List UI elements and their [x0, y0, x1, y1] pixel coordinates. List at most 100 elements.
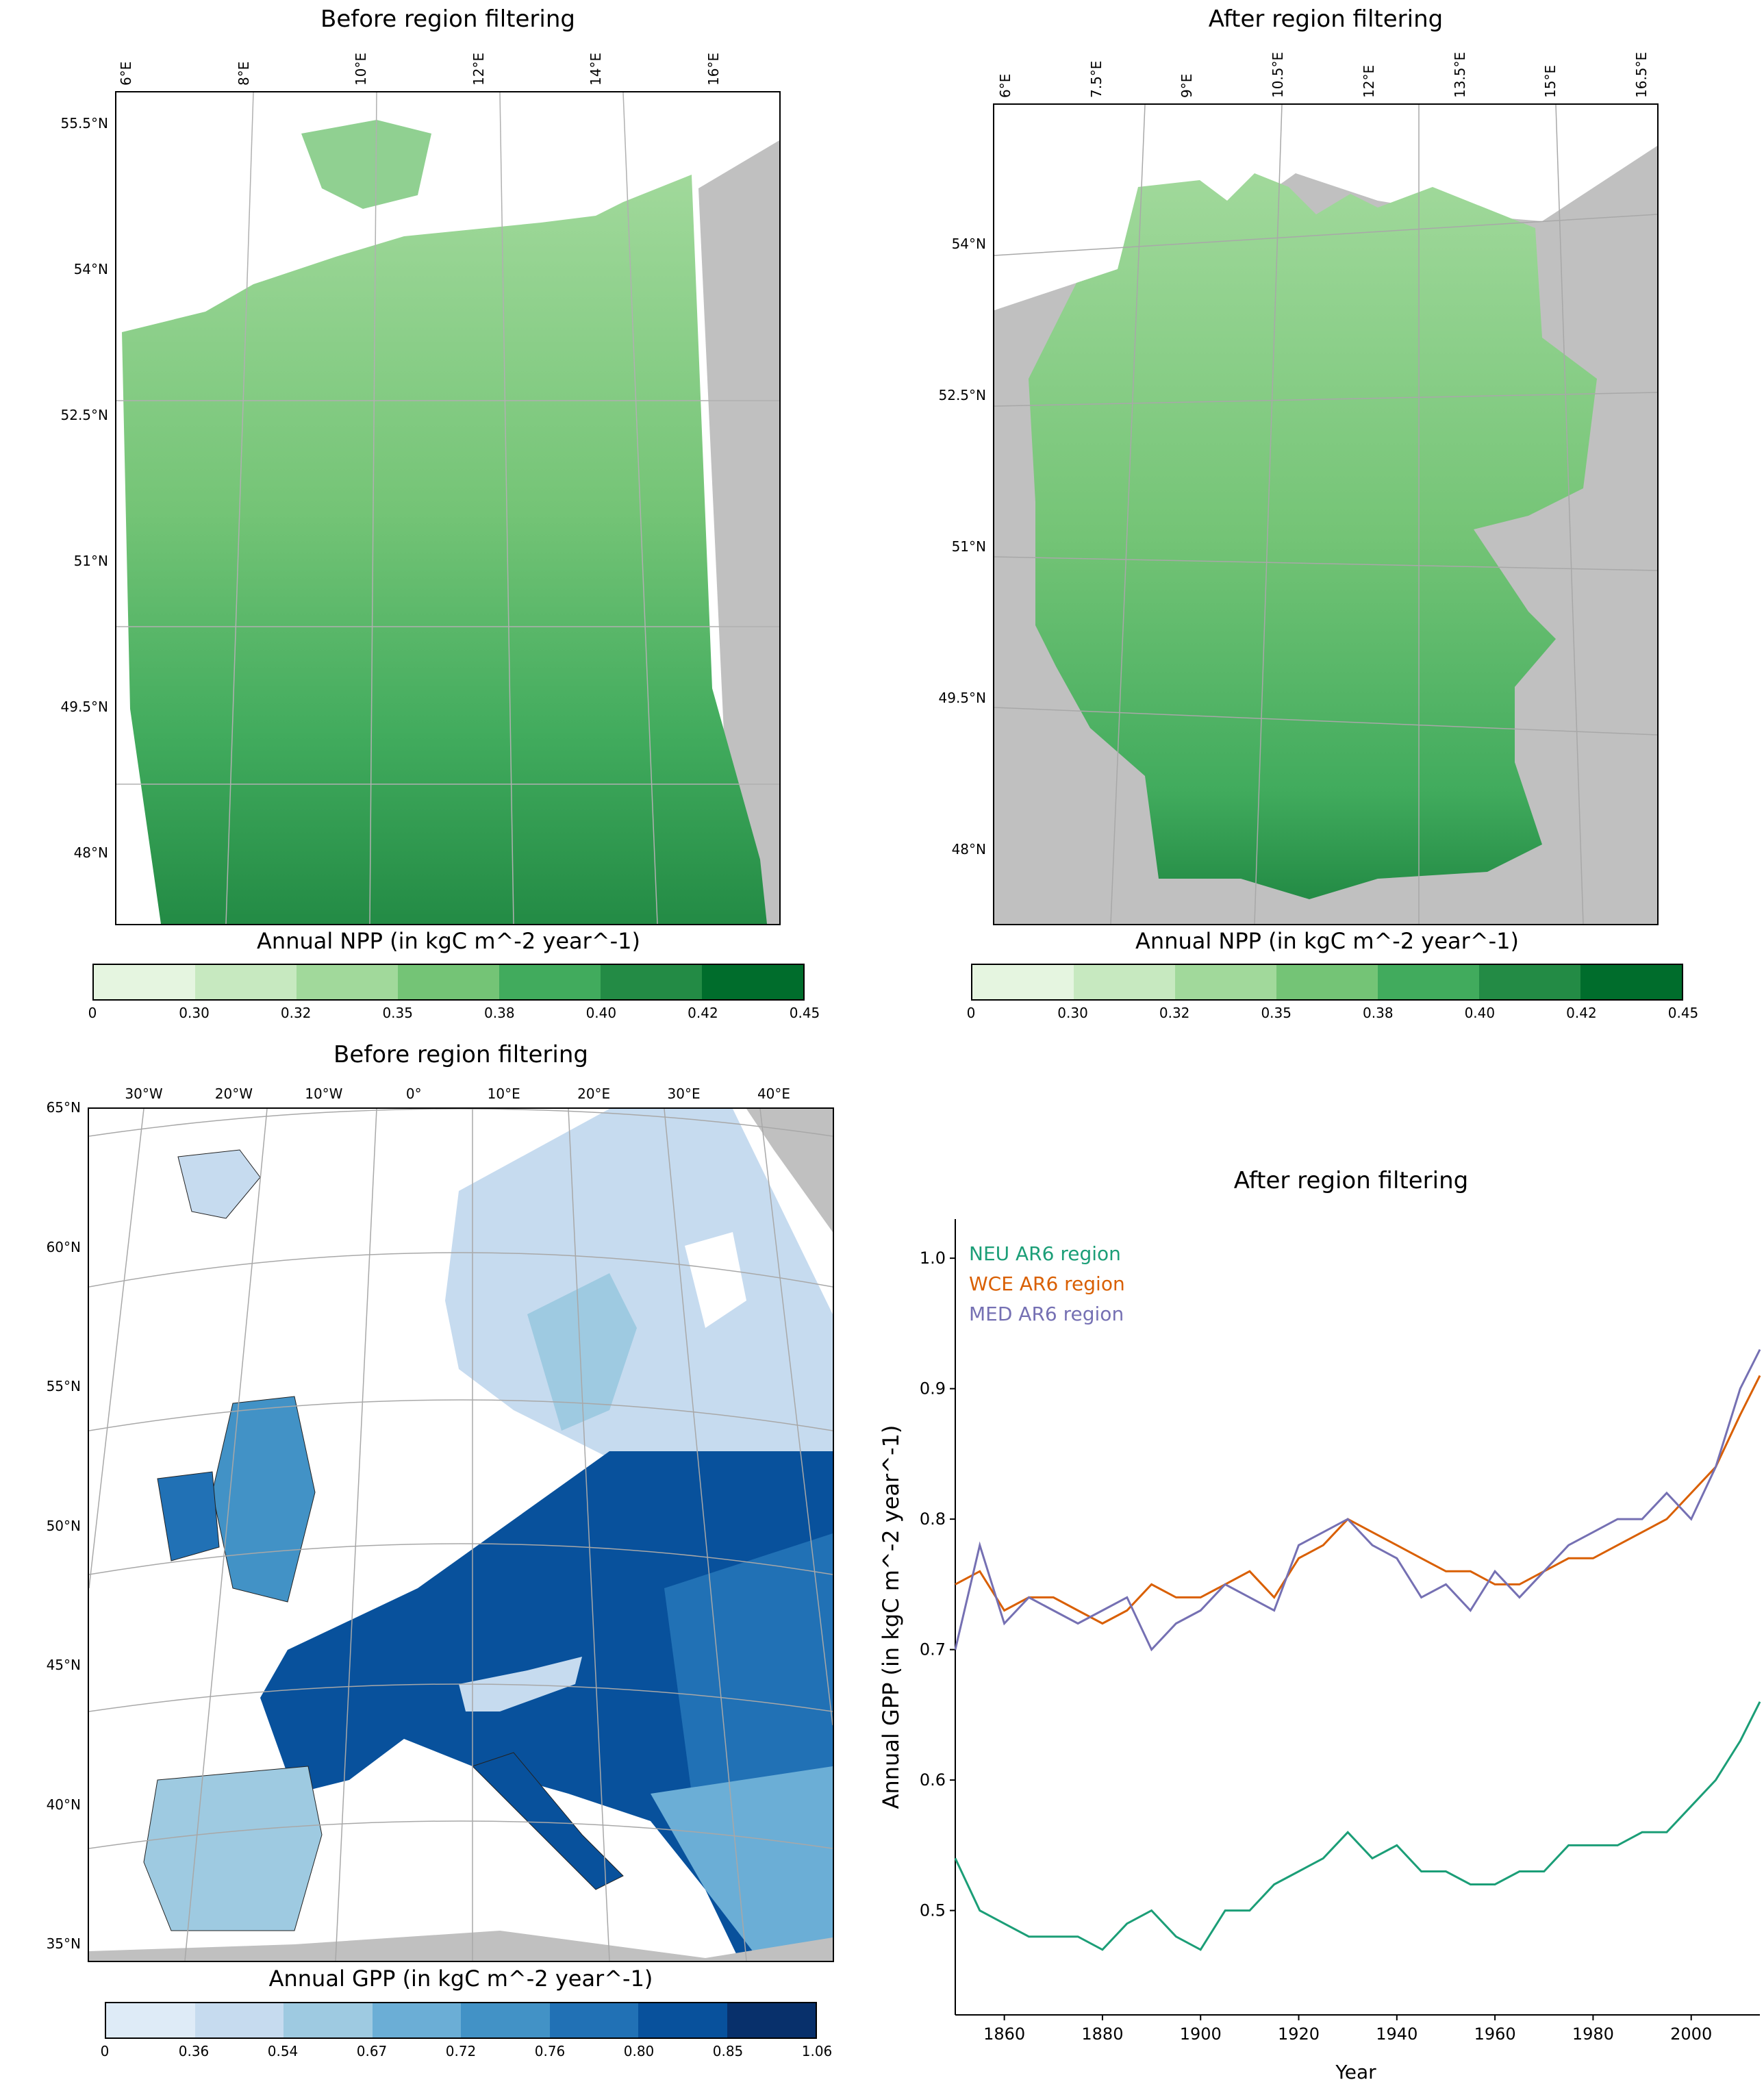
scandinavia-gpp [445, 1109, 833, 1465]
neighbor-land [698, 140, 779, 924]
series-line [954, 1349, 1761, 1652]
colorbar-gpp [105, 2002, 817, 2039]
colorbar-swatch [1580, 965, 1682, 999]
x-tick-label: 1940 [1376, 2024, 1418, 2044]
colorbar-tick-label: 0.30 [1057, 1005, 1088, 1021]
y-tick-label: 0.9 [920, 1379, 946, 1399]
y-tick-label: 0.6 [920, 1770, 946, 1790]
lon-tick-label: 6°E [118, 61, 134, 86]
lat-tick-label: 50°N [46, 1517, 81, 1534]
colorbar-swatch [499, 965, 601, 999]
colorbar-swatch [195, 965, 297, 999]
colorbar-swatch [398, 965, 499, 999]
x-tick-label: 1980 [1572, 2024, 1614, 2044]
chart-xlabel: Year [1335, 2061, 1376, 2082]
colorbar-swatch [702, 965, 803, 999]
lon-tick-label: 30°W [125, 1086, 163, 1102]
colorbar-swatch [727, 2003, 816, 2037]
map-gpp-europe[interactable] [88, 1107, 834, 1962]
colorbar-swatch [1479, 965, 1580, 999]
series-line [955, 1375, 1761, 1625]
colorbar-label-npp-after: Annual NPP (in kgC m^-2 year^-1) [1135, 928, 1519, 954]
x-tick-label: 1920 [1278, 2024, 1320, 2044]
colorbar-tick-label: 0.38 [1363, 1005, 1394, 1021]
colorbar-tick-label: 0.40 [1464, 1005, 1496, 1021]
lat-tick-label: 49.5°N [60, 699, 109, 715]
colorbar-tick-label: 0.36 [178, 2043, 210, 2059]
colorbar-tick-label: 0.40 [585, 1005, 617, 1021]
lon-tick-label: 20°E [577, 1086, 611, 1102]
panel-title-npp-after: After region filtering [1208, 5, 1444, 33]
graticule [994, 105, 1657, 924]
lat-tick-label: 40°N [46, 1796, 81, 1813]
lat-tick-label: 49.5°N [938, 690, 987, 706]
colorbar-swatch [372, 2003, 461, 2037]
colorbar-tick-label: 0 [88, 1005, 97, 1021]
colorbar-swatch [601, 965, 702, 999]
lat-tick-label: 51°N [951, 538, 986, 555]
lon-tick-label: 16°E [705, 52, 722, 86]
britain [212, 1396, 316, 1603]
npp-germany [1029, 173, 1597, 899]
graticule [89, 1109, 833, 1961]
colorbar-tick-label: 0.72 [445, 2043, 477, 2059]
lon-tick-label: 15°E [1542, 64, 1559, 98]
gpp-timeseries-chart: After region filtering NEU AR6 region WCE… [878, 1167, 1761, 2082]
npp-field [122, 175, 767, 924]
colorbar-tick-label: 0.35 [382, 1005, 413, 1021]
colorbar-tick-label: 0.35 [1261, 1005, 1292, 1021]
colorbar-swatch [972, 965, 1074, 999]
map-npp-after[interactable] [993, 103, 1659, 925]
colorbar-swatch [94, 965, 195, 999]
ireland [157, 1471, 220, 1562]
npp-before-map-svg [116, 92, 779, 924]
y-tick-label: 1.0 [920, 1249, 946, 1268]
lon-tick-label: 8°E [235, 61, 252, 86]
lat-tick-label: 48°N [951, 841, 986, 857]
colorbar-tick-label: 0.45 [1667, 1005, 1699, 1021]
lon-tick-label: 20°W [214, 1086, 253, 1102]
series-line [954, 1701, 1761, 1951]
lon-tick-label: 12°E [1360, 64, 1377, 98]
gulf-of-bothnia [685, 1232, 746, 1328]
russia-land [746, 1109, 833, 1232]
npp-after-map-svg [994, 105, 1657, 924]
lat-tick-label: 52.5°N [60, 407, 109, 423]
colorbar-swatch [1175, 965, 1276, 999]
chart-plot-area: 1860 1880 1900 1920 1940 1960 1980 2000 0.5 0.6 0.… [920, 1219, 1761, 2044]
lat-tick-label: 54°N [951, 236, 986, 252]
colorbar-swatch [194, 2003, 284, 2037]
chart-ylabel: Annual GPP (in kgC m^-2 year^-1) [878, 1425, 904, 1809]
x-tick-label: 1900 [1180, 2024, 1222, 2044]
chart-legend: NEU AR6 region WCE AR6 region MED AR6 regi… [969, 1242, 1125, 1325]
x-tick-label: 1960 [1474, 2024, 1516, 2044]
denmark-land [301, 120, 431, 209]
lon-tick-label: 16.5°E [1633, 51, 1650, 98]
y-tick-label: 0.8 [920, 1509, 946, 1529]
lon-tick-label: 14°E [588, 52, 605, 86]
map-npp-before[interactable] [115, 91, 781, 925]
lat-tick-label: 60°N [46, 1238, 81, 1255]
colorbar-tick-label: 0.54 [267, 2043, 299, 2059]
lat-tick-label: 35°N [46, 1935, 81, 1952]
lon-tick-label: 9°E [1179, 73, 1196, 98]
colorbar-label-gpp: Annual GPP (in kgC m^-2 year^-1) [268, 1966, 653, 1992]
colorbar-tick-label: 0.42 [688, 1005, 718, 1021]
colorbar-tick-label: 0 [100, 2043, 110, 2059]
italy [472, 1752, 624, 1890]
x-tick-label: 2000 [1670, 2024, 1712, 2044]
colorbar-tick-label: 0.45 [789, 1005, 820, 1021]
x-tick-label: 1880 [1081, 2024, 1123, 2044]
colorbar-tick-label: 1.06 [801, 2043, 833, 2059]
lat-tick-label: 65°N [46, 1099, 81, 1116]
colorbar-swatch [549, 2003, 638, 2037]
lat-tick-label: 55.5°N [60, 115, 109, 131]
colorbar-tick-label: 0.32 [1159, 1005, 1190, 1021]
colorbar-swatch [1276, 965, 1378, 999]
colorbar-tick-label: 0.67 [356, 2043, 388, 2059]
lat-tick-label: 51°N [73, 553, 108, 569]
panel-title-gpp-before: Before region filtering [333, 1041, 588, 1068]
colorbar-label-npp-before: Annual NPP (in kgC m^-2 year^-1) [257, 928, 640, 954]
alps [459, 1657, 582, 1711]
lat-tick-label: 48°N [73, 844, 108, 861]
